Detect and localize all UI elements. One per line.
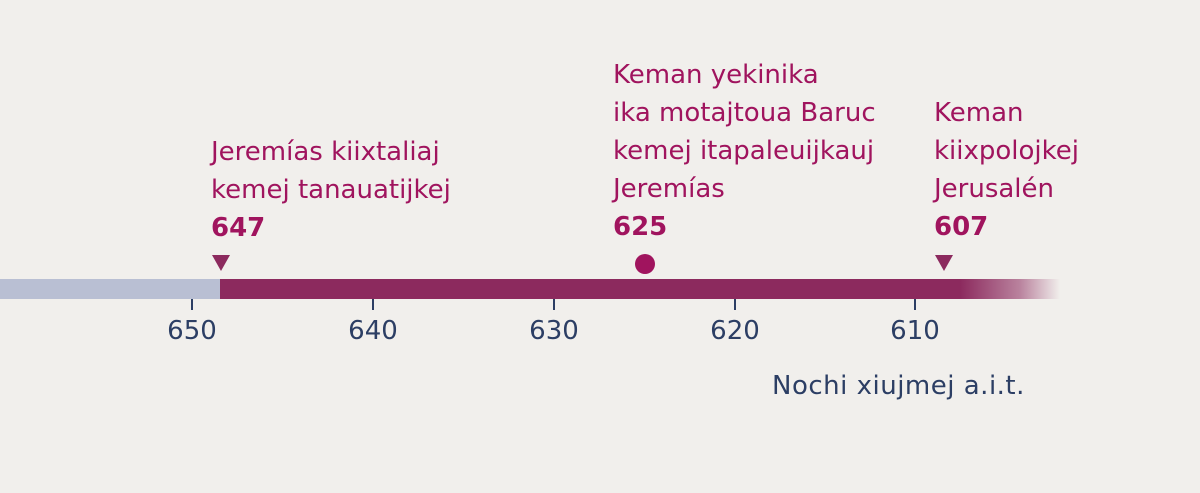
event-607-label: Keman kiixpolojkej Jerusalén 607: [934, 94, 1079, 246]
axis-era-label: Nochi xiujmej a.i.t.: [772, 371, 1025, 401]
axis-tick-label: 650: [167, 316, 217, 346]
event-year: 625: [613, 212, 668, 242]
axis-tick-label: 620: [710, 316, 760, 346]
timeline-bar: [220, 279, 1060, 299]
event-text-line: ika motajtoua Baruc: [613, 98, 876, 128]
event-647-marker-icon: [212, 255, 230, 271]
event-text-line: kiixpolojkej: [934, 136, 1080, 166]
axis-tick-label: 630: [529, 316, 579, 346]
axis-tick: [734, 299, 736, 310]
axis-tick: [372, 299, 374, 310]
axis-tick: [553, 299, 555, 310]
event-647-label: Jeremías kiixtaliaj kemej tanauatijkej 6…: [211, 133, 451, 247]
event-607-marker-icon: [935, 255, 953, 271]
event-text-line: kemej tanauatijkej: [211, 175, 451, 205]
timeline-bar-before: [0, 279, 220, 299]
axis-tick: [914, 299, 916, 310]
axis-tick-label: 610: [890, 316, 940, 346]
event-text-line: Keman yekinika: [613, 60, 819, 90]
event-text-line: Keman: [934, 98, 1024, 128]
event-text-line: Jeremías kiixtaliaj: [211, 137, 440, 167]
event-625-marker-icon: [635, 254, 655, 274]
event-625-label: Keman yekinika ika motajtoua Baruc kemej…: [613, 56, 876, 246]
event-text-line: Jeremías: [613, 174, 725, 204]
event-year: 647: [211, 213, 266, 243]
event-text-line: Jerusalén: [934, 174, 1055, 204]
event-year: 607: [934, 212, 989, 242]
event-text-line: kemej itapaleuijkauj: [613, 136, 875, 166]
axis-tick-label: 640: [348, 316, 398, 346]
axis-tick: [191, 299, 193, 310]
